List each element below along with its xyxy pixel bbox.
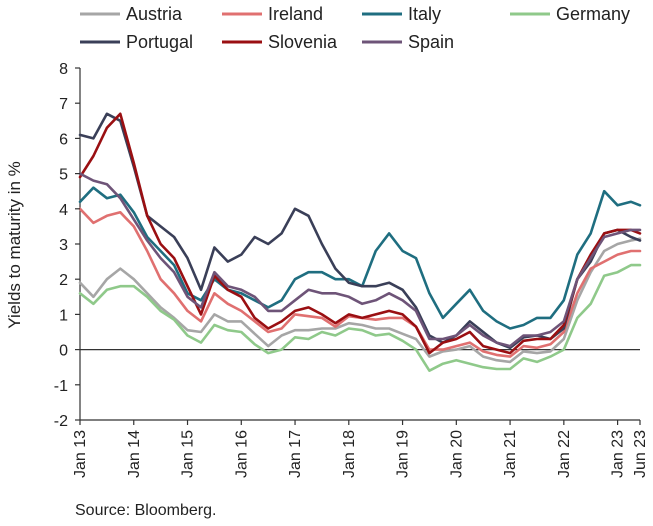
series-line-austria — [78, 237, 642, 364]
plot-area — [78, 68, 642, 421]
legend-label-austria: Austria — [126, 4, 183, 24]
y-tick-label: -1 — [54, 378, 68, 395]
x-tick-label: Jan 20 — [448, 430, 465, 478]
y-tick-label: 4 — [59, 202, 68, 219]
y-tick-label: 1 — [59, 307, 68, 324]
x-tick-label: Jan 21 — [502, 430, 519, 478]
chart-legend: Austria Ireland Italy Germany Portugal Sloven… — [80, 4, 630, 52]
y-tick-label: 0 — [59, 343, 68, 360]
y-tick-label: -2 — [54, 413, 68, 430]
y-tick-label: 3 — [59, 237, 68, 254]
series-line-slovenia — [78, 112, 642, 355]
y-axis-title: Yields to maturity in % — [5, 161, 24, 329]
x-tick-label: Jan 14 — [126, 430, 143, 478]
y-tick-label: 5 — [59, 167, 68, 184]
x-tick-label: Jan 17 — [287, 430, 304, 478]
x-tick-label: Jan 15 — [180, 430, 197, 478]
legend-label-portugal: Portugal — [126, 32, 193, 52]
y-tick-label: 6 — [59, 131, 68, 148]
x-tick-label: Jan 16 — [233, 430, 250, 478]
series-line-spain — [78, 172, 642, 348]
y-axis-ticks: 8 7 6 5 4 3 2 1 0 -1 -2 — [54, 61, 80, 430]
y-tick-label: 2 — [59, 272, 68, 289]
x-tick-label: Jan 19 — [395, 430, 412, 478]
y-tick-label: 7 — [59, 96, 68, 113]
x-tick-label: Jan 18 — [341, 430, 358, 478]
x-tick-label: Jan 22 — [556, 430, 573, 478]
x-axis-ticks: Jan 13 Jan 14 Jan 15 Jan 16 Jan 17 Jan 18 Jan … — [72, 420, 649, 478]
source-note: Source: Bloomberg. — [75, 502, 216, 519]
legend-label-spain: Spain — [408, 32, 454, 52]
series-lines — [78, 112, 642, 373]
legend-label-germany: Germany — [556, 4, 630, 24]
x-tick-label: Jan 23 — [610, 430, 627, 478]
series-line-italy — [78, 186, 642, 330]
series-line-germany — [78, 263, 642, 373]
y-tick-label: 8 — [59, 61, 68, 78]
x-tick-label: Jan 13 — [72, 430, 89, 478]
x-tick-label: Jun 23 — [632, 430, 649, 478]
legend-label-slovenia: Slovenia — [268, 32, 338, 52]
legend-label-ireland: Ireland — [268, 4, 323, 24]
legend-label-italy: Italy — [408, 4, 441, 24]
